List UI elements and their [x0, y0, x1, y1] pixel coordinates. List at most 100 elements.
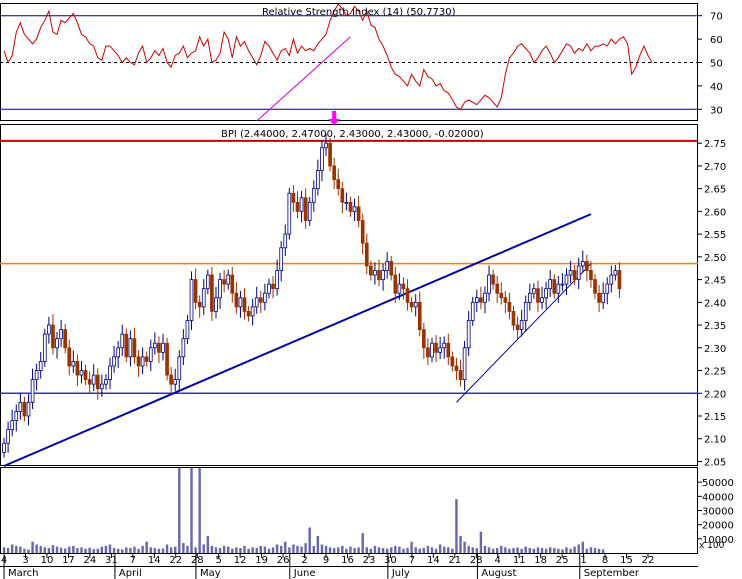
candle-body [466, 320, 471, 349]
volume-bar [479, 531, 483, 553]
volume-bar [194, 547, 197, 553]
candle-body [417, 301, 422, 331]
volume-bar [353, 548, 356, 553]
volume-bar [129, 548, 132, 553]
candle-body [422, 329, 426, 349]
volume-bar [27, 549, 30, 553]
candle-body [373, 270, 377, 276]
candle-body [55, 338, 59, 349]
volume-bar [214, 547, 218, 553]
price-tick-label: 2.20 [704, 389, 726, 400]
candle-body [91, 374, 96, 385]
candle-body [458, 370, 463, 381]
volume-bar [169, 547, 173, 553]
candle-body [75, 361, 80, 376]
volume-bar [116, 548, 120, 553]
candle-body [189, 279, 194, 321]
volume-bar [341, 545, 344, 553]
volume-bar [414, 547, 417, 553]
x-tick-label: 3 [22, 555, 28, 566]
volume-bar [39, 545, 42, 553]
candle-body [515, 324, 520, 331]
volume-bar [398, 546, 401, 553]
volume-bar [328, 547, 332, 553]
volume-bar [178, 468, 181, 553]
volume-bar [459, 536, 462, 553]
x-tick-label: 4 [495, 555, 501, 566]
x-tick-label: 10 [41, 555, 54, 566]
x-tick-label: 26 [277, 555, 290, 566]
x-tick-label: 31 [105, 555, 118, 566]
candle-body [369, 265, 373, 276]
candle-body [438, 347, 442, 353]
volume-bar [451, 548, 454, 553]
candle-body [104, 379, 108, 385]
volume-bar [76, 548, 79, 553]
volume-bar [410, 541, 413, 553]
volume-bar [357, 547, 360, 553]
volume-bar [47, 548, 51, 553]
candle-body [6, 429, 10, 444]
volume-bar [312, 545, 315, 553]
volume-bar [108, 544, 112, 553]
candle-body [617, 270, 622, 290]
volume-bar [536, 547, 540, 553]
volume-bar [581, 541, 584, 553]
candle-body [499, 292, 504, 299]
volume-bar [557, 548, 560, 553]
volume-bar [500, 545, 503, 553]
volume-bar [275, 544, 279, 553]
candle-body [2, 442, 6, 453]
volume-bar [381, 548, 385, 553]
candle-body [148, 347, 153, 362]
candle-body [442, 342, 447, 349]
volume-bar [227, 546, 230, 553]
volume-tick-label: 10000 [702, 535, 734, 546]
volume-bar [68, 546, 71, 553]
volume-bar [271, 547, 275, 553]
candle-body [10, 420, 15, 431]
volume-tick-label: 40000 [702, 492, 734, 503]
month-label: March [8, 568, 38, 579]
volume-bar [51, 545, 55, 553]
volume-bar [222, 545, 226, 553]
price-panel: 2.05 2.10 2.15 2.20 2.25 2.30 2.35 2.40 2.45 2.50… [0, 111, 726, 468]
price-tick-label: 2.70 [704, 162, 726, 173]
candle-body [495, 283, 500, 294]
candle-body [487, 274, 491, 294]
candle-body [474, 297, 479, 303]
candle-body [124, 333, 129, 358]
candle-body [568, 270, 573, 276]
candle-body [279, 247, 284, 271]
candle-body [332, 165, 336, 180]
candle-body [238, 297, 243, 308]
candle-body [205, 274, 210, 290]
candle-body [364, 242, 369, 267]
candle-body [397, 283, 402, 294]
x-tick-label: 2 [301, 555, 307, 566]
rsi-y-axis: 30 40 50 60 70 [698, 12, 723, 116]
price-tick-label: 2.55 [704, 230, 726, 241]
volume-bar [589, 547, 593, 553]
volume-bar [43, 547, 46, 553]
volume-bar [263, 546, 267, 553]
candle-body [462, 347, 467, 381]
price-tick-label: 2.10 [704, 435, 726, 446]
volume-bar [125, 547, 128, 553]
candle-body [507, 301, 512, 312]
candle-body [523, 301, 528, 321]
x-tick-label: 17 [62, 555, 75, 566]
volume-bar [72, 545, 75, 553]
volume-bar [520, 548, 523, 553]
candle-body [71, 361, 76, 367]
volume-bar [385, 548, 389, 553]
volume-bar [198, 468, 201, 553]
volume-bar [349, 546, 352, 553]
candle-body [609, 274, 614, 285]
volume-bar [247, 548, 250, 553]
volume-bar [284, 541, 287, 553]
month-label: April [119, 568, 142, 579]
candle-body [263, 292, 267, 303]
